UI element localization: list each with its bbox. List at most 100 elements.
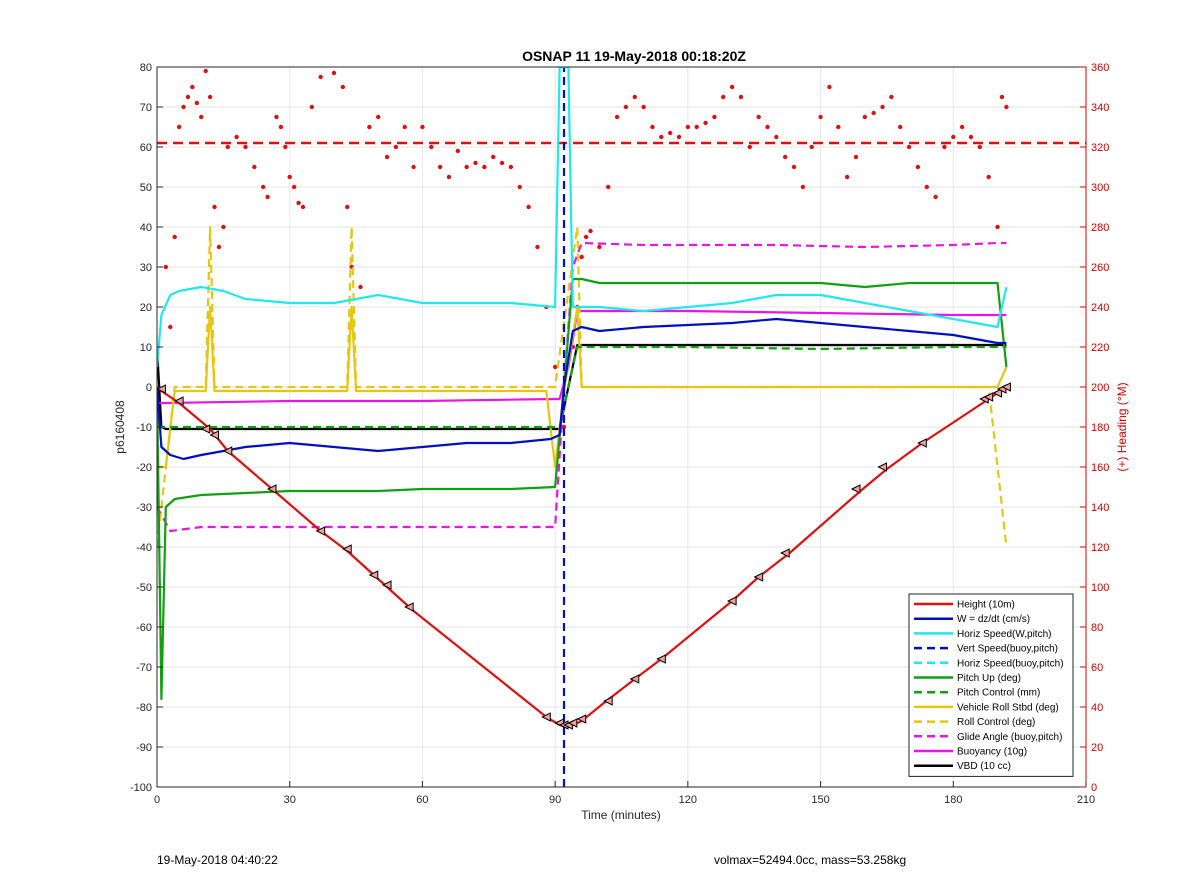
heading-point <box>296 200 301 206</box>
heading-point <box>999 94 1005 100</box>
heading-point <box>168 324 173 330</box>
heading-point <box>853 154 859 160</box>
height-marker <box>209 430 220 440</box>
heading-point <box>579 254 584 260</box>
heading-point <box>765 124 770 130</box>
heading-point <box>942 144 947 150</box>
x-tick-label: 150 <box>811 794 829 806</box>
heading-point <box>411 164 416 170</box>
height-marker <box>603 696 613 706</box>
legend-box <box>908 593 1074 777</box>
heading-point <box>659 134 664 140</box>
heading-point <box>358 284 363 290</box>
series-line <box>157 67 1008 368</box>
legend-entry: Vert Speed(buoy,pitch) <box>957 644 1058 655</box>
heading-point <box>800 184 806 190</box>
legend-entry: Pitch Up (deg) <box>957 673 1021 684</box>
y-tick-label: 50 <box>140 182 152 194</box>
x-axis-label: Time (minutes) <box>581 808 661 822</box>
y-tick-label: 40 <box>140 222 152 234</box>
heading-point <box>729 84 735 90</box>
height-marker <box>541 712 551 722</box>
y-right-tick-label: 260 <box>1091 262 1109 274</box>
heading-point <box>283 144 288 150</box>
y-tick-label: 80 <box>140 62 152 74</box>
height-marker <box>266 484 277 494</box>
heading-point <box>915 164 921 170</box>
series-line <box>157 317 1007 461</box>
y-tick-label: 70 <box>140 102 152 114</box>
heading-point <box>420 124 425 130</box>
heading-point <box>614 114 620 120</box>
height-marker <box>656 654 666 664</box>
heading-point <box>588 228 593 234</box>
y-tick-label: -70 <box>136 662 152 674</box>
heading-point <box>331 70 337 76</box>
heading-point <box>738 94 744 100</box>
x-tick-label: 90 <box>549 794 561 806</box>
heading-point <box>274 114 279 120</box>
heading-point <box>225 144 230 150</box>
series-line <box>157 277 1008 701</box>
legend-entry: Horiz Speed(W,pitch) <box>957 629 1051 640</box>
heading-point <box>508 164 514 170</box>
heading-point <box>384 154 390 160</box>
heading-point <box>968 134 974 140</box>
y-tick-label: 10 <box>140 342 152 354</box>
heading-point <box>986 174 991 180</box>
height-marker <box>1001 382 1011 392</box>
legend-entry: Height (10m) <box>957 600 1015 611</box>
height-marker <box>877 462 888 472</box>
heading-point <box>712 114 717 120</box>
heading-point <box>482 164 487 170</box>
y-tick-label: -50 <box>136 582 152 594</box>
heading-point <box>703 120 708 126</box>
y-tick-label: -80 <box>136 702 152 714</box>
y-right-tick-label: 140 <box>1091 502 1109 514</box>
x-tick-label: 0 <box>154 794 160 806</box>
heading-point <box>995 224 1000 230</box>
heading-point <box>491 154 496 160</box>
y-tick-label: 60 <box>140 142 152 154</box>
chart-title: OSNAP 11 19-May-2018 00:18:20Z <box>522 48 746 64</box>
heading-point <box>552 364 558 370</box>
y-right-tick-label: 340 <box>1091 102 1109 114</box>
y-right-tick-label: 40 <box>1091 702 1103 714</box>
axes: 0 30 60 90 120 150 180 210-100-90-80-70-60-50-4… <box>130 62 1109 806</box>
heading-point <box>212 204 217 210</box>
heading-point <box>871 110 876 116</box>
heading-point <box>287 174 292 180</box>
heading-point <box>676 134 682 140</box>
heading-point <box>632 94 637 100</box>
heading-point <box>756 114 761 120</box>
heading-point <box>203 68 208 74</box>
heading-point <box>517 184 522 190</box>
y-right-tick-label: 200 <box>1091 382 1109 394</box>
legend-entry: Roll Control (deg) <box>957 717 1035 728</box>
heading-point <box>791 164 797 170</box>
height-marker <box>992 388 1003 398</box>
heading-point <box>291 184 297 190</box>
plot-area <box>157 67 1086 787</box>
height-marker <box>629 674 640 684</box>
heading-point <box>1004 104 1009 110</box>
y-axis-label: p6160408 <box>113 400 127 454</box>
heading-point <box>951 134 956 140</box>
height-marker <box>726 596 737 606</box>
heading-point <box>437 164 443 170</box>
heading-point <box>216 244 222 250</box>
heading-point <box>694 124 699 130</box>
y-tick-label: -90 <box>136 742 152 754</box>
heading-point <box>172 234 177 240</box>
y-right-tick-label: 60 <box>1091 662 1103 674</box>
height-marker <box>200 424 211 434</box>
heading-point <box>880 104 885 110</box>
height-marker <box>222 446 233 456</box>
heading-point <box>836 124 841 130</box>
height-marker <box>404 602 414 612</box>
y-tick-label: 20 <box>140 302 152 314</box>
heading-point <box>818 114 823 120</box>
y-right-tick-label: 320 <box>1091 142 1109 154</box>
y-tick-label: -100 <box>130 782 152 794</box>
x-tick-label: 180 <box>944 794 962 806</box>
